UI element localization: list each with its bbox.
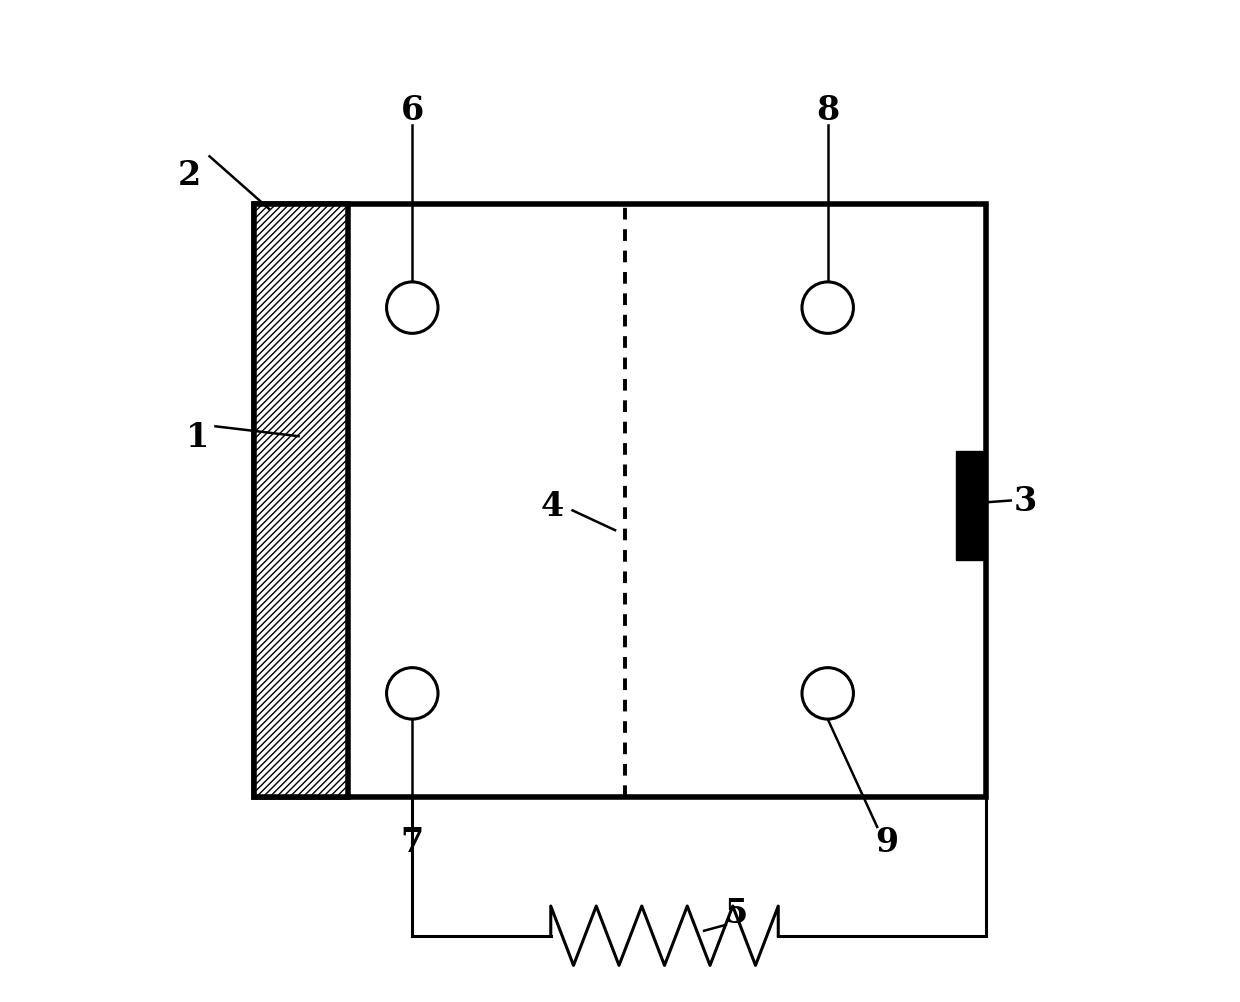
Circle shape (802, 283, 853, 334)
Circle shape (387, 668, 438, 719)
Text: 3: 3 (1014, 485, 1037, 517)
Text: 5: 5 (724, 897, 748, 930)
Circle shape (802, 668, 853, 719)
Bar (956, 452, 985, 560)
Bar (254, 204, 986, 798)
Circle shape (387, 283, 438, 334)
Text: 8: 8 (816, 94, 839, 127)
Text: 7: 7 (401, 826, 424, 859)
Text: 1: 1 (186, 420, 210, 453)
Text: 9: 9 (875, 826, 899, 859)
Text: 6: 6 (401, 94, 424, 127)
Text: 2: 2 (179, 158, 201, 191)
Text: 4: 4 (541, 489, 564, 522)
Bar (254, 204, 348, 798)
